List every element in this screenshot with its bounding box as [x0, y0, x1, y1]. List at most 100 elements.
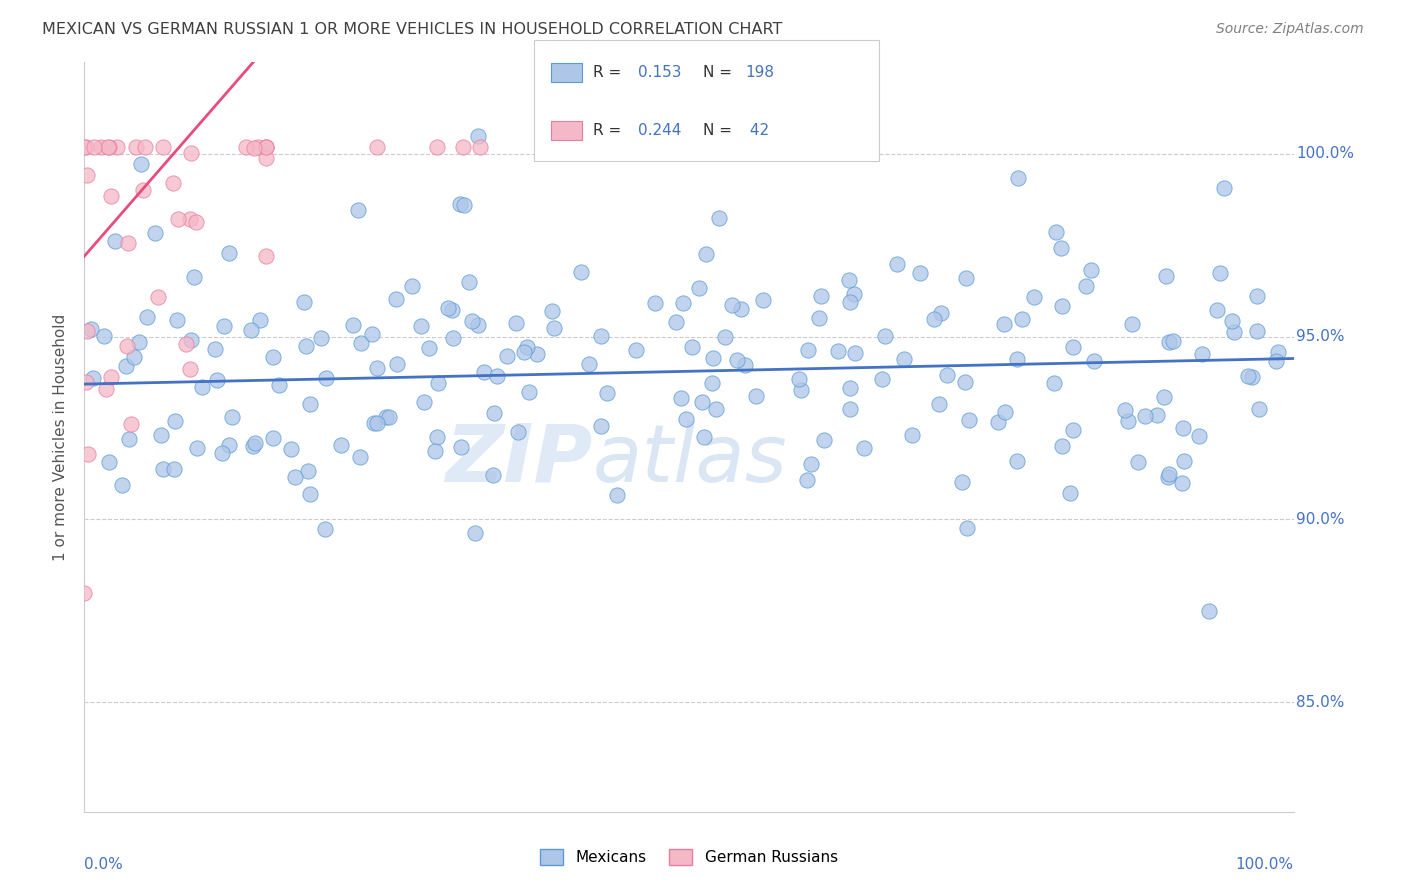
Point — [100, 189, 122, 203]
Point — [284, 470, 307, 484]
Point — [1146, 408, 1168, 422]
Point — [387, 357, 409, 371]
Point — [692, 430, 714, 444]
Point — [853, 442, 876, 456]
Point — [1267, 345, 1289, 359]
Point — [315, 371, 337, 385]
Point — [221, 409, 243, 424]
Point — [366, 139, 388, 153]
Point — [426, 139, 449, 153]
Point — [128, 334, 150, 349]
Point — [734, 359, 756, 373]
Point — [800, 458, 823, 472]
Point — [928, 397, 950, 411]
Point — [671, 392, 693, 406]
Point — [513, 345, 536, 359]
Point — [150, 428, 173, 442]
Point — [77, 447, 100, 461]
Point — [411, 319, 433, 334]
Text: 0.0%: 0.0% — [84, 856, 124, 871]
Point — [82, 371, 104, 385]
Point — [517, 385, 540, 400]
Point — [464, 525, 486, 540]
Point — [1126, 455, 1149, 469]
Point — [1198, 604, 1220, 618]
Point — [183, 269, 205, 284]
Point — [827, 343, 849, 358]
Point — [166, 313, 188, 327]
Point — [467, 128, 489, 143]
Point — [955, 521, 977, 535]
Point — [1059, 486, 1081, 500]
Point — [105, 139, 128, 153]
Point — [180, 334, 202, 348]
Point — [1114, 403, 1136, 417]
Point — [292, 295, 315, 310]
Point — [810, 289, 832, 303]
Point — [280, 442, 302, 456]
Point — [330, 437, 353, 451]
Legend: Mexicans, German Russians: Mexicans, German Russians — [534, 843, 844, 871]
Point — [152, 139, 174, 153]
Point — [688, 281, 710, 295]
Point — [787, 372, 810, 386]
Point — [73, 585, 96, 599]
Point — [1237, 369, 1260, 384]
Point — [1045, 225, 1067, 239]
Point — [449, 196, 471, 211]
Point — [675, 411, 697, 425]
Point — [120, 417, 142, 431]
Point — [342, 318, 364, 333]
Point — [1043, 376, 1066, 390]
Point — [1083, 354, 1105, 368]
Point — [90, 139, 112, 153]
Point — [1209, 266, 1232, 280]
Point — [191, 380, 214, 394]
Text: N =: N = — [703, 65, 737, 80]
Point — [1153, 390, 1175, 404]
Point — [484, 406, 506, 420]
Point — [125, 139, 148, 153]
Point — [1188, 429, 1211, 443]
Point — [1076, 279, 1098, 293]
Point — [589, 329, 612, 343]
Point — [184, 215, 207, 229]
Point — [76, 168, 98, 182]
Point — [665, 316, 688, 330]
Point — [1011, 312, 1033, 326]
Point — [461, 314, 484, 328]
Point — [900, 427, 922, 442]
Point — [730, 302, 752, 317]
Point — [606, 488, 628, 502]
Point — [401, 278, 423, 293]
Point — [97, 139, 120, 153]
Text: 198: 198 — [745, 65, 775, 80]
Point — [254, 249, 277, 263]
Point — [235, 139, 257, 153]
Point — [578, 357, 600, 371]
Point — [239, 323, 262, 337]
Point — [262, 431, 284, 445]
Text: 95.0%: 95.0% — [1296, 329, 1344, 344]
Point — [262, 350, 284, 364]
Point — [1159, 467, 1181, 482]
Point — [955, 271, 977, 285]
Point — [80, 322, 103, 336]
Point — [752, 293, 775, 307]
Point — [211, 446, 233, 460]
Point — [243, 141, 266, 155]
Point — [1156, 269, 1178, 284]
Point — [350, 335, 373, 350]
Point — [993, 317, 1015, 331]
Point — [1062, 340, 1084, 354]
Point — [506, 425, 529, 440]
Point — [426, 376, 449, 390]
Point — [1173, 454, 1195, 468]
Point — [254, 139, 277, 153]
Point — [935, 368, 957, 382]
Point — [1206, 302, 1229, 317]
Point — [1246, 324, 1268, 338]
Point — [207, 374, 229, 388]
Point — [254, 152, 277, 166]
Point — [122, 350, 145, 364]
